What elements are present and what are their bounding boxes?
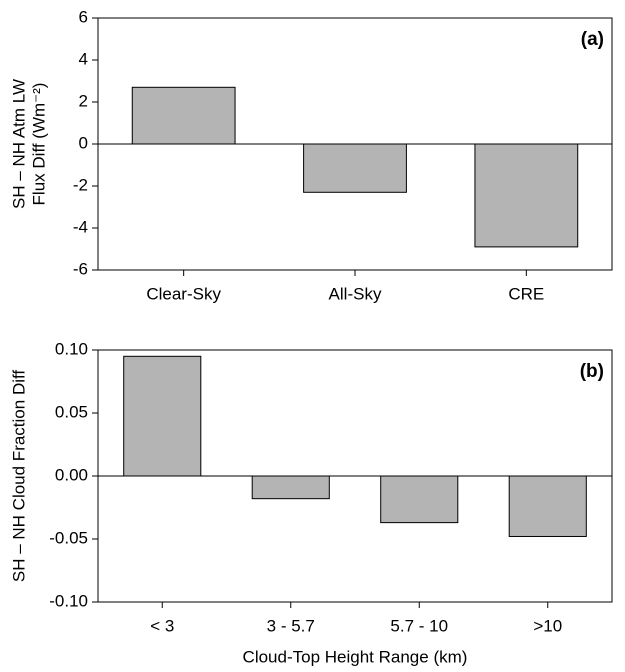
- bar: [508, 475, 587, 537]
- plot-frame: [97, 349, 613, 603]
- x-axis-label: Cloud-Top Height Range (km): [243, 647, 468, 666]
- x-tick-label: All-Sky: [329, 284, 382, 303]
- x-tick-label: CRE: [508, 284, 544, 303]
- bar: [131, 86, 236, 145]
- y-tick-label: -0.10: [49, 591, 88, 610]
- bar: [123, 355, 202, 477]
- plot-frame: [97, 17, 613, 271]
- y-tick-label: -4: [73, 217, 88, 236]
- y-axis-label: SH – NH Cloud Fraction Diff: [9, 370, 28, 583]
- panel-label: (a): [581, 29, 604, 50]
- y-tick-label: -2: [73, 175, 88, 194]
- y-tick-label: -6: [73, 259, 88, 278]
- y-tick-label: 6: [79, 7, 88, 26]
- y-tick-label: 0.00: [55, 465, 88, 484]
- y-tick-label: 2: [79, 91, 88, 110]
- panel-label: (b): [580, 361, 604, 382]
- y-axis-label: SH – NH Atm LW: [9, 79, 28, 209]
- bar: [380, 475, 459, 524]
- y-tick-label: 0.05: [55, 402, 88, 421]
- y-tick-label: 4: [79, 49, 88, 68]
- y-tick-label: 0: [79, 133, 88, 152]
- y-tick-label: -0.05: [49, 528, 88, 547]
- x-tick-label: 3 - 5.7: [267, 616, 315, 635]
- x-tick-label: >10: [533, 616, 562, 635]
- bar: [303, 143, 407, 193]
- y-tick-label: 0.10: [55, 339, 88, 358]
- x-tick-label: Clear-Sky: [146, 284, 221, 303]
- bar: [474, 143, 579, 248]
- bar: [251, 475, 330, 500]
- x-tick-label: < 3: [150, 616, 174, 635]
- y-axis-label: Flux Diff (Wm⁻²): [29, 83, 48, 206]
- x-tick-label: 5.7 - 10: [390, 616, 448, 635]
